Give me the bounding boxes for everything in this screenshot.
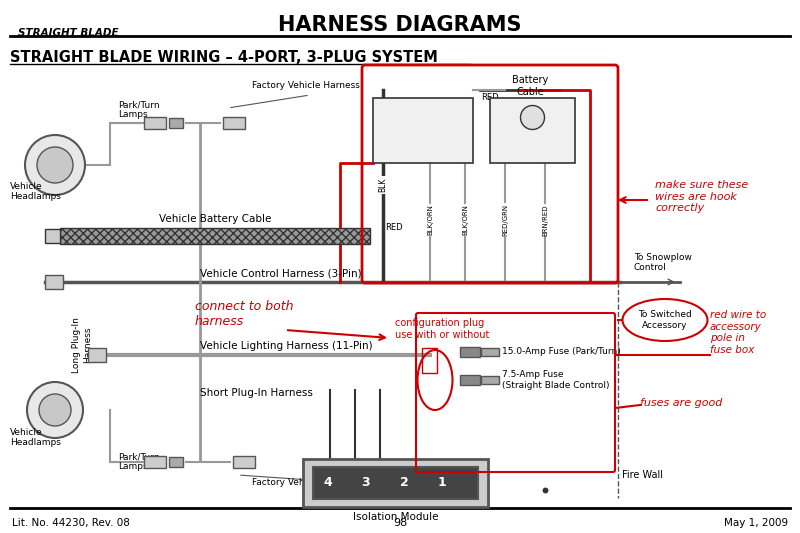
Bar — [60, 228, 370, 244]
Bar — [45, 275, 63, 289]
Circle shape — [37, 147, 73, 183]
Bar — [373, 98, 473, 163]
Bar — [313, 467, 478, 499]
Text: Vehicle Control Harness (3-Pin): Vehicle Control Harness (3-Pin) — [200, 268, 362, 278]
Text: Isolation Module: Isolation Module — [353, 512, 438, 522]
Text: 1: 1 — [438, 477, 446, 489]
Text: Park/Turn
Lamps: Park/Turn Lamps — [118, 100, 160, 119]
Bar — [169, 118, 183, 128]
Bar — [460, 347, 480, 357]
Bar — [460, 375, 480, 385]
Text: HARNESS DIAGRAMS: HARNESS DIAGRAMS — [278, 15, 522, 35]
Text: connect to both
harness: connect to both harness — [195, 300, 294, 328]
Text: BRN/RED: BRN/RED — [542, 204, 548, 236]
Text: Battery
Cable: Battery Cable — [512, 75, 548, 96]
Text: STRAIGHT BLADE WIRING – 4-PORT, 3-PLUG SYSTEM: STRAIGHT BLADE WIRING – 4-PORT, 3-PLUG S… — [10, 50, 438, 65]
Text: BLK: BLK — [378, 178, 387, 192]
Text: BLK/ORN: BLK/ORN — [427, 205, 433, 236]
Circle shape — [521, 106, 545, 130]
Text: Vehicle Battery Cable: Vehicle Battery Cable — [159, 214, 271, 224]
Bar — [422, 348, 437, 373]
Text: Vehicle Lighting Harness (11-Pin): Vehicle Lighting Harness (11-Pin) — [200, 341, 373, 351]
Text: To Snowplow
Control: To Snowplow Control — [634, 253, 692, 272]
Bar — [223, 117, 245, 129]
Text: Battery: Battery — [400, 131, 446, 141]
Text: Factory Vehicle Harness: Factory Vehicle Harness — [252, 478, 360, 487]
Text: +: + — [457, 108, 469, 122]
Text: RED/GRN: RED/GRN — [502, 204, 508, 236]
Circle shape — [25, 135, 85, 195]
Text: configuration plug
use with or without: configuration plug use with or without — [395, 318, 490, 340]
Text: RED: RED — [385, 223, 402, 232]
Text: BLK/ORN: BLK/ORN — [462, 205, 468, 236]
Bar — [490, 98, 575, 163]
Text: Factory Vehicle Harness: Factory Vehicle Harness — [252, 81, 360, 90]
Circle shape — [39, 394, 71, 426]
Text: 15.0-Amp Fuse (Park/Turn): 15.0-Amp Fuse (Park/Turn) — [502, 348, 621, 357]
Text: 7.5-Amp Fuse
(Straight Blade Control): 7.5-Amp Fuse (Straight Blade Control) — [502, 370, 610, 390]
Bar — [144, 456, 166, 468]
Text: 4: 4 — [324, 477, 332, 489]
Text: Vehicle
Headlamps: Vehicle Headlamps — [10, 182, 61, 201]
Text: Motor
Relay: Motor Relay — [515, 120, 550, 141]
Text: 2: 2 — [400, 477, 408, 489]
Text: Short Plug-In Harness: Short Plug-In Harness — [200, 388, 313, 398]
Text: Lit. No. 44230, Rev. 08: Lit. No. 44230, Rev. 08 — [12, 518, 130, 528]
Text: RED: RED — [481, 93, 499, 102]
Text: Long Plug-In
Harness: Long Plug-In Harness — [72, 317, 92, 373]
Text: Park/Turn
Lamps: Park/Turn Lamps — [118, 452, 160, 471]
Text: red wire to
accessory
pole in
fuse box: red wire to accessory pole in fuse box — [710, 310, 766, 355]
Text: STRAIGHT BLADE: STRAIGHT BLADE — [18, 28, 118, 38]
Text: fuses are good: fuses are good — [640, 398, 722, 408]
Bar — [169, 457, 183, 467]
Text: 3: 3 — [362, 477, 370, 489]
Text: Fire Wall: Fire Wall — [622, 470, 663, 480]
Text: To Switched
Accessory: To Switched Accessory — [638, 310, 692, 330]
Text: 98: 98 — [393, 518, 407, 528]
Bar — [481, 348, 499, 356]
Text: make sure these
wires are hook
correctly: make sure these wires are hook correctly — [655, 180, 748, 213]
Text: Vehicle
Headlamps: Vehicle Headlamps — [10, 428, 61, 447]
Bar — [233, 456, 255, 468]
Bar — [45, 229, 60, 243]
Text: -: - — [380, 108, 386, 122]
Bar — [481, 376, 499, 384]
Circle shape — [27, 382, 83, 438]
Bar — [144, 117, 166, 129]
Bar — [303, 459, 488, 507]
Text: May 1, 2009: May 1, 2009 — [724, 518, 788, 528]
Ellipse shape — [622, 299, 707, 341]
Bar — [88, 348, 106, 362]
